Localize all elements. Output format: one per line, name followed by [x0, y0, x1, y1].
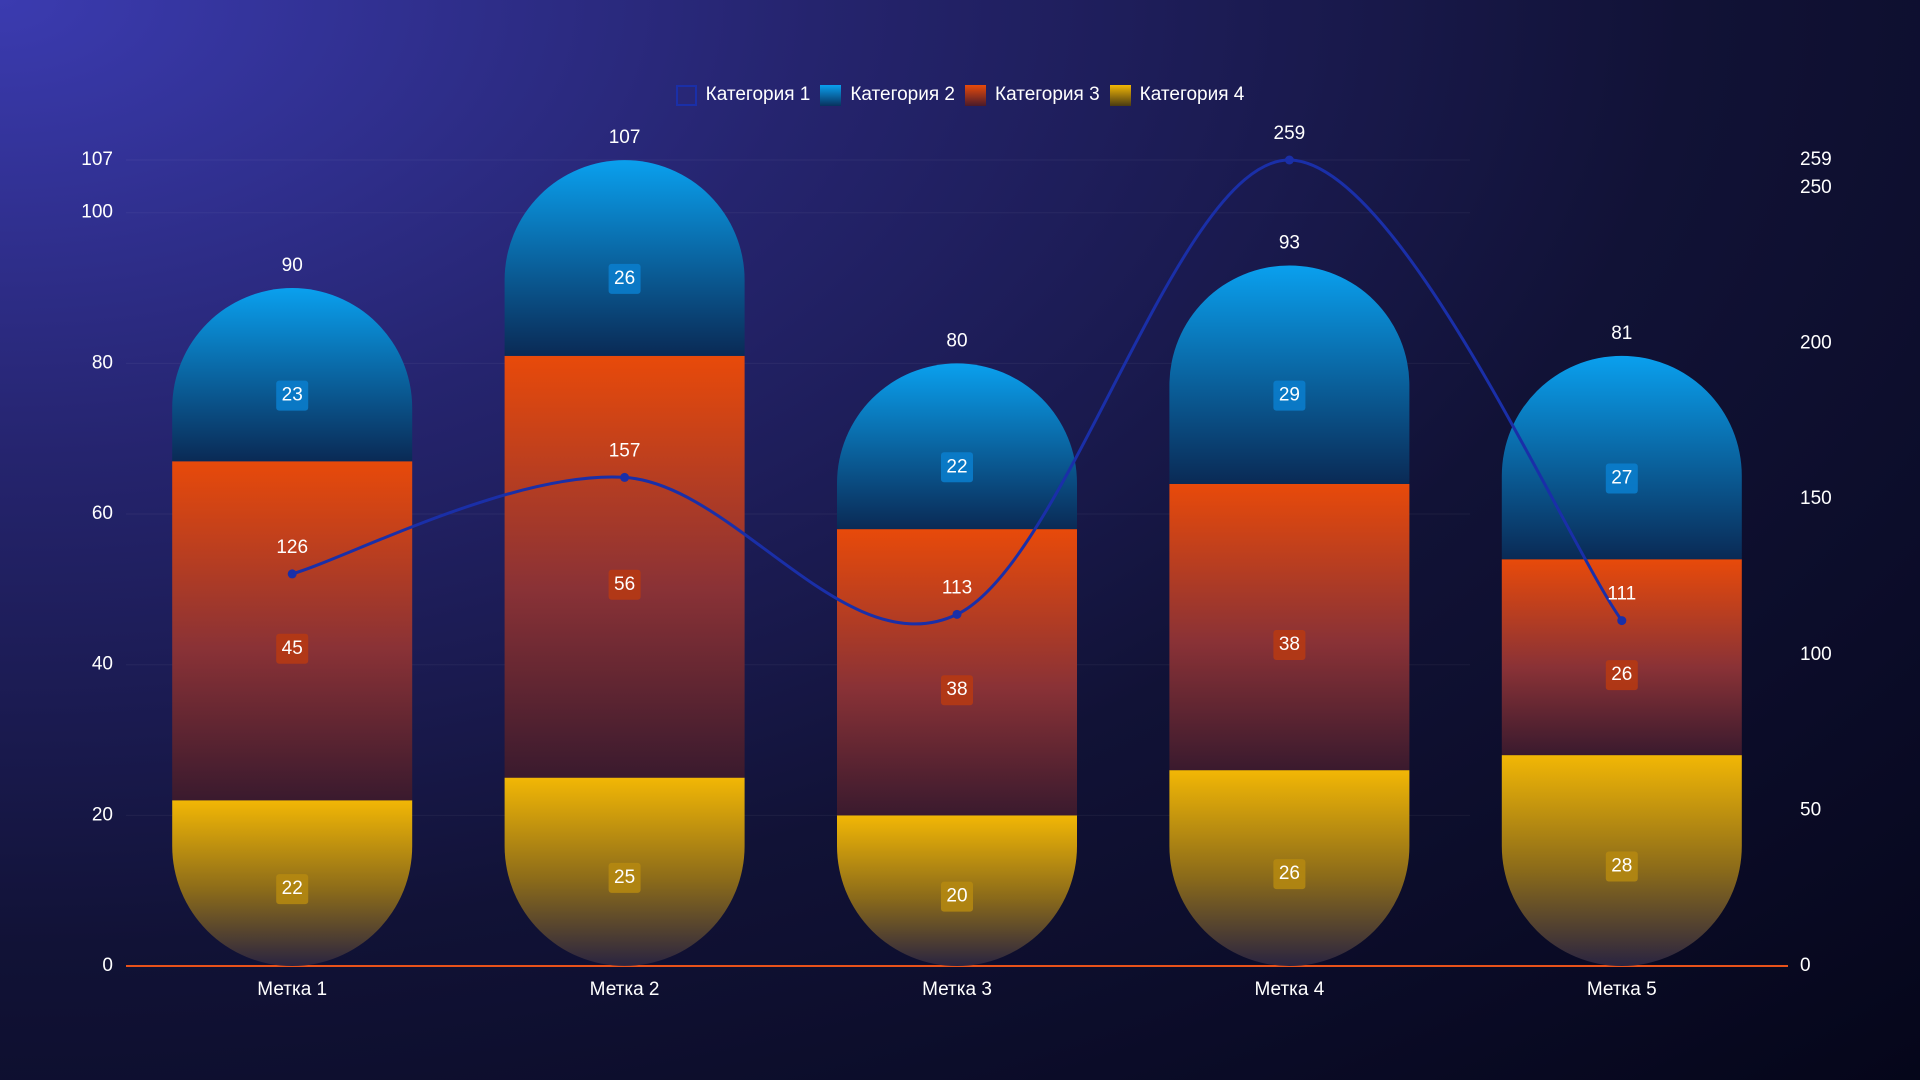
- x-tick-label: Метка 3: [922, 979, 992, 1000]
- data-label-category-2-badge: [608, 263, 641, 294]
- y-right-tick-2: 100: [1800, 644, 1832, 665]
- bar-segment-category-3: [504, 355, 745, 778]
- legend-item-category-3[interactable]: Категория 3: [965, 84, 1100, 106]
- data-label-category-2-badge: [1273, 380, 1306, 411]
- line-value-label: 111: [1607, 584, 1636, 605]
- data-label-category-2: 29: [1279, 385, 1300, 406]
- bar-segment-category-3: [1169, 483, 1410, 771]
- data-label-category-3-badge: [1605, 660, 1638, 691]
- y-left-tick-6: 107: [81, 149, 113, 170]
- bar-total-label: 80: [946, 330, 967, 351]
- data-label-category-3-badge: [941, 675, 973, 706]
- line-point-category-1: [952, 609, 962, 619]
- bar-segment-category-2: [837, 363, 1077, 530]
- y-left-tick-2: 40: [92, 654, 113, 675]
- legend-item-category-2[interactable]: Категория 2: [820, 84, 955, 106]
- legend-swatch-category-1: [675, 84, 697, 106]
- data-label-category-3: 45: [282, 638, 303, 659]
- bar-total-label: 93: [1279, 232, 1300, 253]
- x-tick-label: Метка 2: [590, 979, 660, 1000]
- data-label-category-4: 20: [946, 886, 967, 907]
- y-left-tick-5: 100: [81, 202, 113, 223]
- legend: Категория 1 Категория 2 Категория 3 Кате…: [0, 84, 1920, 106]
- data-label-category-4: 22: [282, 878, 303, 899]
- line-value-label: 259: [1274, 123, 1306, 144]
- legend-swatch-category-2: [820, 84, 842, 106]
- legend-label-category-4: Категория 4: [1139, 84, 1245, 105]
- data-label-category-2: 26: [614, 268, 635, 289]
- data-label-category-3: 38: [946, 679, 967, 700]
- data-label-category-4: 28: [1611, 856, 1632, 877]
- data-label-category-4-badge: [276, 874, 309, 905]
- y-left-tick-1: 20: [92, 804, 113, 825]
- x-tick-label: Метка 5: [1587, 979, 1657, 1000]
- data-label-category-4-badge: [1605, 851, 1638, 882]
- bar-segment-category-3: [172, 461, 413, 801]
- data-label-category-3-badge: [1273, 630, 1306, 661]
- y-right-tick-0: 0: [1800, 955, 1811, 976]
- legend-label-category-3: Категория 3: [995, 84, 1100, 105]
- data-label-category-4-badge: [1273, 859, 1306, 890]
- data-label-category-4: 25: [614, 867, 635, 888]
- bar-segment-category-3: [837, 529, 1077, 816]
- data-label-category-2: 23: [282, 385, 303, 406]
- legend-swatch-category-4: [1109, 84, 1131, 106]
- data-label-category-4: 26: [1279, 863, 1300, 884]
- y-right-tick-3: 150: [1800, 488, 1832, 509]
- line-point-category-1: [1284, 155, 1294, 165]
- y-left-tick-0: 0: [102, 955, 113, 976]
- data-label-category-4-badge: [941, 881, 973, 912]
- y-left-tick-3: 60: [92, 503, 113, 524]
- bar-total-label: 81: [1611, 323, 1632, 344]
- data-label-category-3: 56: [614, 574, 635, 595]
- data-label-category-3-badge: [608, 569, 641, 600]
- line-point-category-1: [620, 472, 630, 482]
- data-label-category-4-badge: [608, 862, 641, 893]
- x-tick-label: Метка 4: [1254, 979, 1324, 1000]
- legend-item-category-4[interactable]: Категория 4: [1109, 84, 1245, 106]
- data-label-category-3-badge: [276, 633, 309, 664]
- data-label-category-2-badge: [941, 452, 973, 483]
- bar-segment-category-3: [1501, 559, 1742, 756]
- bar-segment-category-2: [172, 288, 413, 462]
- bar-segment-category-2: [504, 160, 745, 356]
- data-label-category-2-badge: [1605, 463, 1638, 494]
- data-label-category-2-badge: [276, 380, 309, 411]
- legend-label-category-2: Категория 2: [850, 84, 955, 105]
- legend-item-category-1[interactable]: Категория 1: [675, 84, 811, 106]
- legend-label-category-1: Категория 1: [705, 84, 811, 105]
- y-right-tick-1: 50: [1800, 799, 1821, 820]
- line-point-category-1: [287, 569, 297, 579]
- x-tick-label: Метка 1: [257, 979, 327, 1000]
- bar-total-label: 107: [609, 127, 641, 148]
- bar-total-label: 90: [282, 255, 303, 276]
- y-left-tick-4: 80: [92, 352, 113, 373]
- data-label-category-3: 38: [1279, 634, 1300, 655]
- data-label-category-2: 27: [1611, 468, 1632, 489]
- y-right-tick-4: 200: [1800, 333, 1832, 354]
- line-value-label: 126: [276, 537, 308, 558]
- bar-segment-category-2: [1501, 355, 1742, 560]
- data-label-category-3: 26: [1611, 664, 1632, 685]
- y-right-tick-5: 250: [1800, 177, 1832, 198]
- y-right-tick-6: 259: [1800, 149, 1832, 170]
- legend-swatch-category-3: [965, 84, 986, 106]
- line-series-category-1: [291, 158, 1624, 626]
- line-value-label: 157: [609, 440, 641, 461]
- bar-segment-category-2: [1169, 265, 1410, 484]
- line-point-category-1: [1617, 616, 1627, 626]
- line-value-label: 113: [942, 577, 972, 598]
- data-label-category-2: 22: [946, 456, 967, 477]
